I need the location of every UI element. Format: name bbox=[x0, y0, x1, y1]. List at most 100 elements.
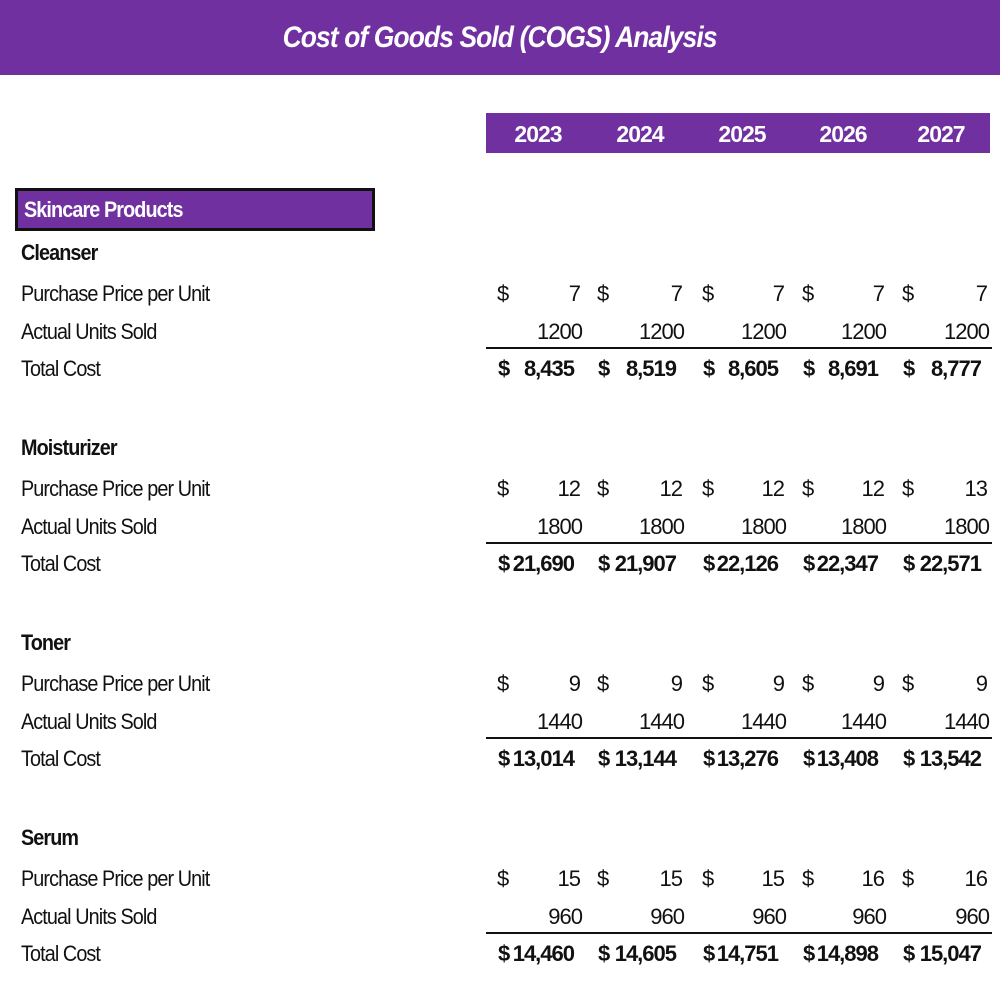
price-cell[interactable]: 9 bbox=[772, 671, 785, 696]
currency-symbol: $ bbox=[902, 281, 914, 306]
price-cell[interactable]: 7 bbox=[975, 281, 988, 306]
total-cost-cell[interactable]: 8,777 bbox=[930, 356, 982, 381]
currency-symbol: $ bbox=[498, 551, 510, 576]
units-cell[interactable]: 1200 bbox=[944, 319, 990, 344]
units-cell[interactable]: 1800 bbox=[639, 514, 685, 539]
price-cell[interactable]: 9 bbox=[670, 671, 683, 696]
currency-symbol: $ bbox=[702, 476, 714, 501]
row-label-total: Total Cost bbox=[21, 551, 101, 576]
units-cell[interactable]: 1800 bbox=[841, 514, 887, 539]
price-cell[interactable]: 7 bbox=[670, 281, 683, 306]
total-cost-cell[interactable]: 21,907 bbox=[614, 551, 677, 576]
total-cost-cell[interactable]: 14,751 bbox=[716, 941, 779, 966]
title-bar: Cost of Goods Sold (COGS) Analysis bbox=[0, 0, 1000, 75]
units-cell[interactable]: 1440 bbox=[537, 709, 583, 734]
units-cell[interactable]: 960 bbox=[852, 904, 887, 929]
currency-symbol: $ bbox=[803, 941, 815, 966]
year-header-2027: 2027 bbox=[917, 121, 965, 147]
category-label: Skincare Products bbox=[24, 197, 183, 222]
units-cell[interactable]: 960 bbox=[650, 904, 685, 929]
currency-symbol: $ bbox=[703, 941, 715, 966]
price-cell[interactable]: 12 bbox=[761, 476, 785, 501]
currency-symbol: $ bbox=[597, 866, 609, 891]
total-cost-cell[interactable]: 15,047 bbox=[919, 941, 982, 966]
price-cell[interactable]: 7 bbox=[872, 281, 885, 306]
row-label-total: Total Cost bbox=[21, 746, 101, 771]
total-cost-cell[interactable]: 13,276 bbox=[716, 746, 779, 771]
currency-symbol: $ bbox=[497, 671, 509, 696]
price-cell[interactable]: 15 bbox=[659, 866, 683, 891]
total-cost-cell[interactable]: 8,435 bbox=[523, 356, 575, 381]
units-cell[interactable]: 1800 bbox=[537, 514, 583, 539]
price-cell[interactable]: 16 bbox=[861, 866, 885, 891]
price-cell[interactable]: 7 bbox=[568, 281, 581, 306]
category-header[interactable]: Skincare Products bbox=[15, 188, 375, 231]
total-cost-cell[interactable]: 14,460 bbox=[512, 941, 575, 966]
price-cell[interactable]: 9 bbox=[975, 671, 988, 696]
units-cell[interactable]: 1200 bbox=[537, 319, 583, 344]
units-cell[interactable]: 1200 bbox=[639, 319, 685, 344]
currency-symbol: $ bbox=[597, 671, 609, 696]
price-cell[interactable]: 15 bbox=[557, 866, 581, 891]
currency-symbol: $ bbox=[703, 551, 715, 576]
price-cell[interactable]: 12 bbox=[557, 476, 581, 501]
total-divider bbox=[486, 542, 992, 544]
total-cost-cell[interactable]: 13,014 bbox=[512, 746, 575, 771]
product-name: Cleanser bbox=[21, 240, 98, 265]
currency-symbol: $ bbox=[498, 941, 510, 966]
price-cell[interactable]: 9 bbox=[568, 671, 581, 696]
row-label-units: Actual Units Sold bbox=[21, 709, 157, 734]
total-cost-cell[interactable]: 8,519 bbox=[625, 356, 677, 381]
price-cell[interactable]: 16 bbox=[964, 866, 988, 891]
units-cell[interactable]: 1440 bbox=[944, 709, 990, 734]
total-cost-cell[interactable]: 22,347 bbox=[816, 551, 879, 576]
price-cell[interactable]: 12 bbox=[861, 476, 885, 501]
units-cell[interactable]: 1440 bbox=[841, 709, 887, 734]
currency-symbol: $ bbox=[497, 866, 509, 891]
product-name: Serum bbox=[21, 825, 79, 850]
total-divider bbox=[486, 347, 992, 349]
total-cost-cell[interactable]: 13,144 bbox=[614, 746, 677, 771]
units-cell[interactable]: 1440 bbox=[741, 709, 787, 734]
currency-symbol: $ bbox=[902, 671, 914, 696]
units-cell[interactable]: 1200 bbox=[741, 319, 787, 344]
currency-symbol: $ bbox=[598, 551, 610, 576]
currency-symbol: $ bbox=[902, 476, 914, 501]
currency-symbol: $ bbox=[803, 746, 815, 771]
price-cell[interactable]: 9 bbox=[872, 671, 885, 696]
total-cost-cell[interactable]: 14,898 bbox=[816, 941, 879, 966]
currency-symbol: $ bbox=[703, 356, 715, 381]
row-label-total: Total Cost bbox=[21, 356, 101, 381]
units-cell[interactable]: 960 bbox=[548, 904, 583, 929]
units-cell[interactable]: 960 bbox=[752, 904, 787, 929]
row-label-price: Purchase Price per Unit bbox=[21, 866, 210, 891]
currency-symbol: $ bbox=[497, 281, 509, 306]
units-cell[interactable]: 960 bbox=[955, 904, 990, 929]
price-cell[interactable]: 12 bbox=[659, 476, 683, 501]
total-cost-cell[interactable]: 21,690 bbox=[512, 551, 575, 576]
currency-symbol: $ bbox=[803, 551, 815, 576]
year-header: 2023 2024 2025 2026 2027 bbox=[486, 113, 990, 153]
units-cell[interactable]: 1800 bbox=[741, 514, 787, 539]
row-label-units: Actual Units Sold bbox=[21, 904, 157, 929]
total-cost-cell[interactable]: 13,408 bbox=[816, 746, 879, 771]
units-cell[interactable]: 1440 bbox=[639, 709, 685, 734]
total-cost-cell[interactable]: 8,691 bbox=[827, 356, 879, 381]
units-cell[interactable]: 1800 bbox=[944, 514, 990, 539]
year-header-2026: 2026 bbox=[819, 121, 867, 147]
currency-symbol: $ bbox=[903, 941, 915, 966]
total-cost-cell[interactable]: 13,542 bbox=[919, 746, 982, 771]
total-cost-cell[interactable]: 22,571 bbox=[919, 551, 982, 576]
total-cost-cell[interactable]: 22,126 bbox=[716, 551, 779, 576]
total-cost-cell[interactable]: 8,605 bbox=[727, 356, 779, 381]
currency-symbol: $ bbox=[802, 671, 814, 696]
price-cell[interactable]: 15 bbox=[761, 866, 785, 891]
currency-symbol: $ bbox=[598, 356, 610, 381]
units-cell[interactable]: 1200 bbox=[841, 319, 887, 344]
total-cost-cell[interactable]: 14,605 bbox=[614, 941, 677, 966]
currency-symbol: $ bbox=[498, 746, 510, 771]
price-cell[interactable]: 13 bbox=[964, 476, 988, 501]
price-cell[interactable]: 7 bbox=[772, 281, 785, 306]
year-header-2024: 2024 bbox=[616, 121, 664, 147]
page-title: Cost of Goods Sold (COGS) Analysis bbox=[282, 20, 718, 54]
